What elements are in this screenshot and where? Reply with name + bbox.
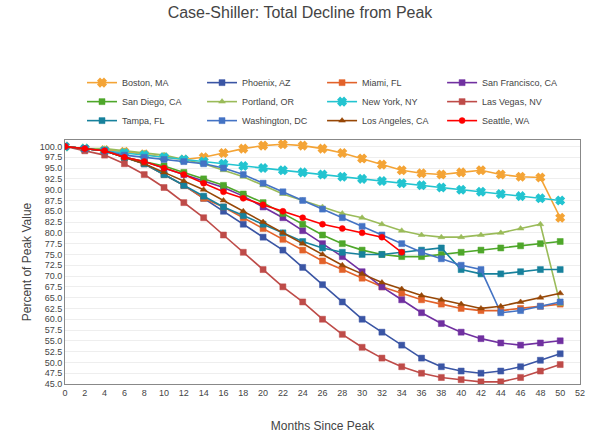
svg-text:San Francisco, CA: San Francisco, CA — [482, 78, 557, 88]
svg-text:60.0: 60.0 — [45, 314, 63, 324]
svg-text:95.0: 95.0 — [45, 163, 63, 173]
svg-text:Tampa, FL: Tampa, FL — [122, 116, 165, 126]
svg-text:14: 14 — [199, 388, 209, 398]
svg-text:90.0: 90.0 — [45, 185, 63, 195]
svg-text:77.5: 77.5 — [45, 239, 63, 249]
svg-text:San Diego, CA: San Diego, CA — [122, 97, 182, 107]
svg-text:Case-Shiller: Total Decline fr: Case-Shiller: Total Decline from Peak — [168, 4, 434, 21]
svg-text:62.5: 62.5 — [45, 304, 63, 314]
svg-text:67.5: 67.5 — [45, 282, 63, 292]
svg-text:Washington, DC: Washington, DC — [242, 116, 308, 126]
svg-text:34: 34 — [397, 388, 407, 398]
svg-text:40: 40 — [456, 388, 466, 398]
svg-text:46: 46 — [516, 388, 526, 398]
svg-text:4: 4 — [102, 388, 107, 398]
svg-text:100.0: 100.0 — [40, 142, 63, 152]
svg-text:Boston, MA: Boston, MA — [122, 78, 169, 88]
svg-text:2: 2 — [82, 388, 87, 398]
svg-text:New York, NY: New York, NY — [362, 97, 418, 107]
svg-text:44: 44 — [496, 388, 506, 398]
svg-text:22: 22 — [278, 388, 288, 398]
svg-text:65.0: 65.0 — [45, 293, 63, 303]
svg-text:Phoenix, AZ: Phoenix, AZ — [242, 78, 291, 88]
svg-text:45.0: 45.0 — [45, 379, 63, 389]
svg-text:42: 42 — [476, 388, 486, 398]
svg-text:82.5: 82.5 — [45, 217, 63, 227]
svg-text:52: 52 — [575, 388, 585, 398]
svg-text:75.0: 75.0 — [45, 250, 63, 260]
svg-text:38: 38 — [436, 388, 446, 398]
svg-text:8: 8 — [142, 388, 147, 398]
svg-text:Las Vegas, NV: Las Vegas, NV — [482, 97, 542, 107]
svg-text:Miami, FL: Miami, FL — [362, 78, 402, 88]
svg-text:28: 28 — [337, 388, 347, 398]
svg-text:48: 48 — [535, 388, 545, 398]
svg-text:72.5: 72.5 — [45, 260, 63, 270]
svg-text:57.5: 57.5 — [45, 325, 63, 335]
svg-text:52.5: 52.5 — [45, 347, 63, 357]
svg-text:26: 26 — [317, 388, 327, 398]
svg-text:50.0: 50.0 — [45, 358, 63, 368]
svg-text:20: 20 — [258, 388, 268, 398]
svg-text:18: 18 — [238, 388, 248, 398]
svg-text:Los Angeles, CA: Los Angeles, CA — [362, 116, 429, 126]
svg-text:85.0: 85.0 — [45, 206, 63, 216]
svg-text:32: 32 — [377, 388, 387, 398]
svg-text:16: 16 — [218, 388, 228, 398]
svg-text:55.0: 55.0 — [45, 336, 63, 346]
svg-text:92.5: 92.5 — [45, 174, 63, 184]
svg-text:Percent of Peak Value: Percent of Peak Value — [20, 202, 34, 321]
svg-text:12: 12 — [179, 388, 189, 398]
svg-text:80.0: 80.0 — [45, 228, 63, 238]
svg-text:Months Since Peak: Months Since Peak — [271, 419, 375, 433]
svg-text:87.5: 87.5 — [45, 196, 63, 206]
svg-text:70.0: 70.0 — [45, 271, 63, 281]
svg-text:10: 10 — [159, 388, 169, 398]
svg-text:47.5: 47.5 — [45, 368, 63, 378]
svg-text:97.5: 97.5 — [45, 152, 63, 162]
svg-text:36: 36 — [417, 388, 427, 398]
svg-text:50: 50 — [555, 388, 565, 398]
svg-text:6: 6 — [122, 388, 127, 398]
svg-text:24: 24 — [298, 388, 308, 398]
svg-text:0: 0 — [62, 388, 67, 398]
svg-text:Seattle, WA: Seattle, WA — [482, 116, 529, 126]
svg-text:30: 30 — [357, 388, 367, 398]
svg-text:Portland, OR: Portland, OR — [242, 97, 295, 107]
